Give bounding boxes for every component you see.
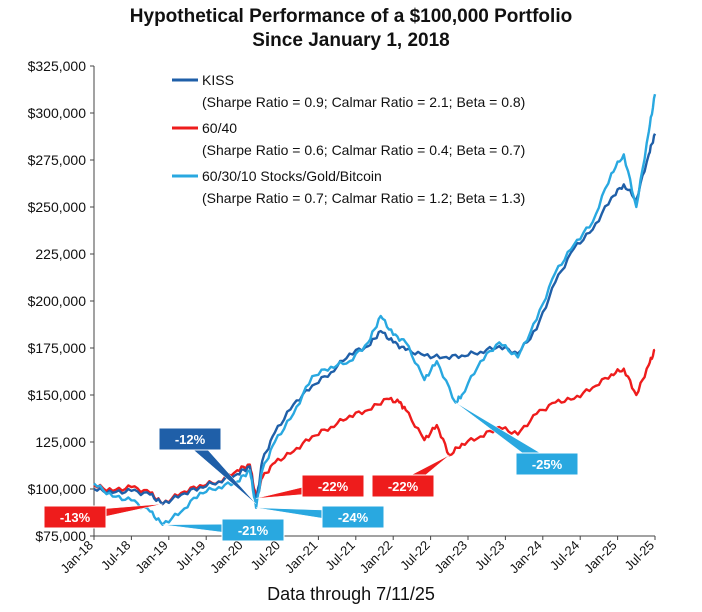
callout-box [221,518,285,542]
legend-stats-stocks_gold_btc: (Sharpe Ratio = 0.7; Calmar Ratio = 1.2;… [202,190,525,206]
legend-name-kiss: KISS [202,72,234,88]
x-tick-label: Jan-21 [282,538,321,577]
legend-stats-kiss: (Sharpe Ratio = 0.9; Calmar Ratio = 2.1;… [202,94,525,110]
chart-title-line-1: Hypothetical Performance of a $100,000 P… [129,6,573,27]
y-tick-label: $325,000 [28,58,87,74]
callout-box [301,474,365,498]
x-tick-label: Jul-20 [247,538,283,574]
y-tick-label: $175,000 [28,340,87,356]
y-tick-label: $275,000 [28,152,87,168]
series-line-sixty_forty [93,348,656,506]
callout-label: -25% [532,457,563,472]
callout-box [371,474,435,498]
series-line-stocks_gold_btc [93,93,657,526]
x-tick-label: Jul-19 [173,538,209,574]
x-tick-label: Jul-23 [472,538,508,574]
x-tick-label: Jul-22 [397,538,433,574]
callout-box [321,505,385,529]
x-tick-label: Jul-18 [98,538,134,574]
x-tick-label: Jan-19 [132,538,171,577]
legend-stats-sixty_forty: (Sharpe Ratio = 0.6; Calmar Ratio = 0.4;… [202,142,525,158]
callout-label: -21% [238,523,269,538]
chart-footer: Data through 7/11/25 [267,584,435,604]
y-tick-label: $250,000 [28,199,87,215]
callout-box [158,427,222,451]
x-tick-label: Jul-25 [621,538,657,574]
callout-label: -22% [318,479,349,494]
callout-box [515,452,579,476]
callout-label: -24% [338,510,369,525]
callout-label: -12% [175,432,206,447]
x-tick-label: Jul-21 [322,538,358,574]
y-tick-label: 125,000 [35,434,86,450]
x-tick-label: Jan-24 [506,538,545,577]
x-tick-label: Jan-25 [581,538,620,577]
y-tick-label: $150,000 [28,387,87,403]
callout-box [43,505,107,529]
callout-label: -22% [388,479,419,494]
x-tick-label: Jan-22 [357,538,396,577]
y-tick-label: $100,000 [28,481,87,497]
y-tick-label: $300,000 [28,105,87,121]
series-line-kiss [93,133,657,506]
chart-title-line-2: Since January 1, 2018 [252,30,450,51]
x-tick-label: Jan-20 [207,538,246,577]
y-tick-label: $75,000 [35,528,86,544]
callout-label: -13% [60,510,91,525]
x-tick-label: Jul-24 [547,538,583,574]
y-tick-label: 225,000 [35,246,86,262]
x-tick-label: Jan-23 [431,538,470,577]
legend-name-sixty_forty: 60/40 [202,120,237,136]
y-tick-label: $200,000 [28,293,87,309]
legend-name-stocks_gold_btc: 60/30/10 Stocks/Gold/Bitcoin [202,168,382,184]
